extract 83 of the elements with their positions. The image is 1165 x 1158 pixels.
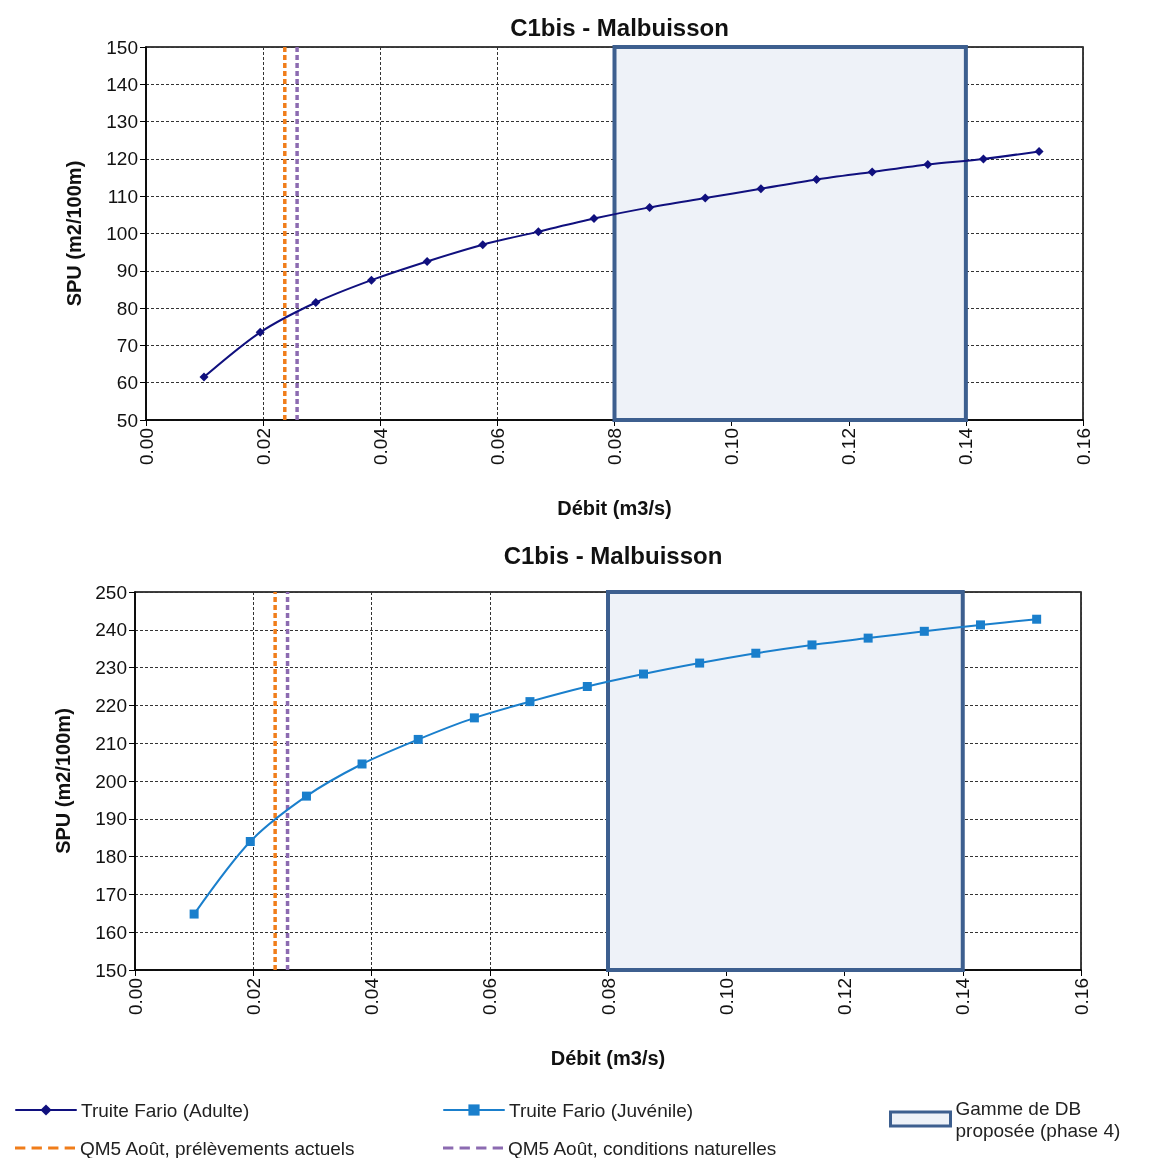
y-tick-label: 50 — [116, 409, 138, 431]
x-tick-label: 0.06 — [479, 978, 501, 1015]
point — [645, 202, 655, 212]
point — [756, 184, 766, 194]
y-axis-title: SPU (m2/100m) — [52, 708, 74, 854]
y-tick-label: 160 — [95, 921, 127, 943]
y-tick-label: 210 — [95, 732, 127, 754]
y-tick-label: 150 — [106, 36, 138, 58]
point — [469, 713, 479, 723]
point — [1034, 146, 1044, 156]
x-tick-label: 0.06 — [486, 428, 508, 465]
x-tick-label: 0.00 — [135, 428, 157, 465]
point — [812, 174, 822, 184]
y-tick-label: 110 — [107, 185, 138, 207]
x-tick-label: 0.02 — [242, 978, 264, 1015]
point — [311, 298, 321, 308]
point — [1032, 614, 1042, 624]
y-tick-label: 250 — [95, 581, 127, 603]
point — [975, 620, 985, 630]
x-tick-label: 0.16 — [1070, 978, 1092, 1015]
y-tick-label: 190 — [95, 808, 127, 830]
point — [978, 154, 988, 164]
x-tick-label: 0.02 — [252, 428, 274, 465]
x-tick-label: 0.08 — [604, 428, 625, 465]
y-tick-label: 180 — [95, 846, 127, 868]
x-tick-label: 0.00 — [124, 978, 146, 1015]
point — [589, 214, 599, 224]
x-tick-label: 0.04 — [361, 977, 382, 1015]
legend-label: Gamme de DB proposée (phase 4) — [955, 1097, 1121, 1141]
point — [638, 669, 648, 679]
point — [422, 256, 432, 266]
point — [700, 193, 710, 203]
point — [582, 682, 592, 691]
x-tick-label: 0.08 — [597, 978, 619, 1015]
point — [751, 648, 761, 658]
point — [525, 697, 535, 707]
x-tick-label: 0.10 — [715, 978, 737, 1015]
point — [189, 909, 199, 919]
point — [867, 167, 877, 177]
point — [807, 640, 817, 650]
point — [413, 734, 423, 744]
point — [301, 791, 311, 801]
x-tick-label: 0.12 — [834, 978, 855, 1015]
x-tick-label: 0.14 — [955, 427, 977, 465]
point — [245, 836, 255, 846]
y-tick-label: 150 — [95, 959, 127, 981]
y-tick-label: 230 — [95, 657, 127, 679]
legend-label: QM5 Août, prélèvements actuels — [80, 1137, 355, 1158]
y-tick-label: 170 — [95, 883, 127, 905]
x-tick-label: 0.14 — [952, 977, 974, 1015]
y-tick-label: 240 — [95, 619, 127, 641]
x-tick-label: 0.16 — [1072, 428, 1094, 465]
x-tick-label: 0.04 — [369, 427, 391, 465]
point — [199, 372, 209, 382]
y-tick-label: 100 — [106, 223, 138, 244]
y-tick-label: 130 — [106, 111, 138, 133]
point — [923, 159, 933, 169]
y-tick-label: 70 — [116, 334, 138, 356]
point — [357, 759, 367, 769]
chart-title: C1bis - Malbuisson — [510, 13, 729, 41]
y-tick-label: 220 — [95, 694, 127, 716]
x-axis-title: Débit (m3/s) — [550, 1047, 666, 1069]
legend-label: Truite Fario (Juvénile) — [509, 1099, 694, 1121]
y-tick-label: 140 — [106, 73, 138, 95]
y-tick-label: 200 — [95, 770, 127, 792]
y-tick-label: 60 — [116, 372, 138, 394]
chart-title: C1bis - Malbuisson — [503, 541, 723, 569]
x-tick-label: 0.10 — [721, 428, 743, 465]
x-tick-label: 0.12 — [838, 428, 860, 465]
x-axis-title: Débit (m3/s) — [557, 497, 672, 519]
legend-label: Truite Fario (Adulte) — [81, 1099, 250, 1121]
point — [695, 658, 705, 668]
point — [255, 327, 265, 337]
y-tick-label: 80 — [116, 297, 138, 319]
point — [478, 240, 488, 250]
y-tick-label: 120 — [106, 148, 138, 170]
point — [366, 275, 376, 285]
point — [863, 633, 873, 643]
legend-label: QM5 Août, conditions naturelles — [508, 1137, 777, 1158]
point — [919, 626, 929, 636]
point — [533, 227, 543, 237]
y-axis-title: SPU (m2/100m) — [63, 160, 85, 307]
y-tick-label: 90 — [116, 260, 138, 282]
